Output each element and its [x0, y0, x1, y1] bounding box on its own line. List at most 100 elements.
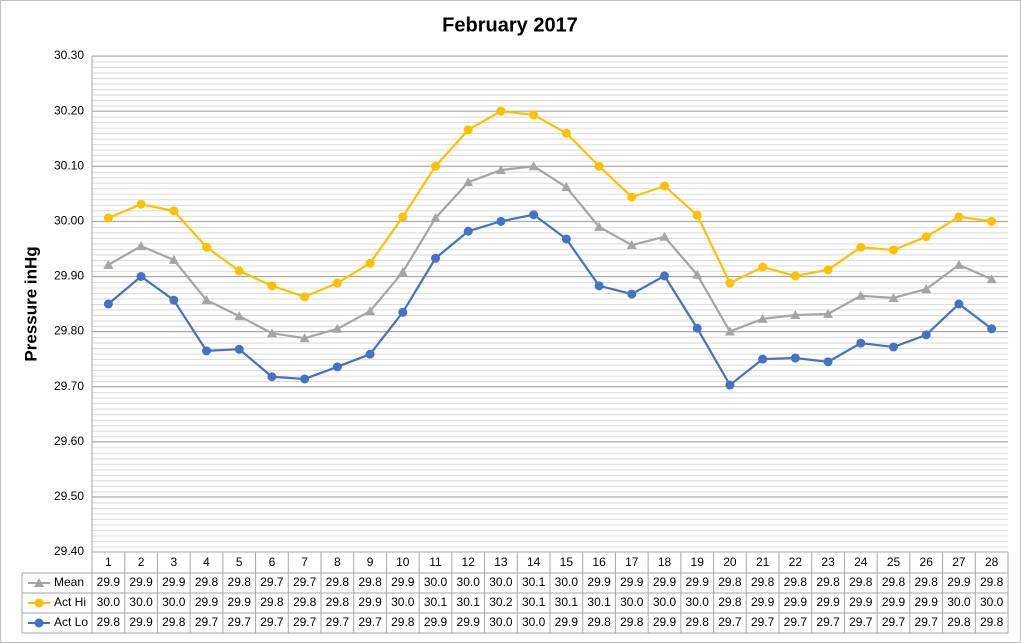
table-value: 29.7 [195, 615, 219, 629]
table-value: 29.9 [424, 615, 448, 629]
table-value: 29.7 [228, 615, 252, 629]
point [168, 254, 179, 264]
point [398, 307, 408, 317]
point [954, 299, 964, 309]
table-value: 30.0 [522, 615, 546, 629]
point [365, 306, 376, 316]
point [954, 212, 964, 222]
point [626, 240, 637, 250]
table-value: 29.8 [620, 615, 644, 629]
legend-label: Act Lo [54, 615, 88, 629]
table-value: 30.1 [522, 595, 546, 609]
point [856, 242, 866, 252]
x-tick-label: 11 [429, 555, 442, 569]
x-tick-label: 2 [138, 555, 145, 569]
legend-marker [34, 578, 44, 587]
table-value: 29.9 [162, 575, 186, 589]
table-value: 29.8 [358, 575, 382, 589]
point [660, 181, 669, 191]
x-tick-label: 7 [301, 555, 308, 569]
table-value: 30.0 [391, 595, 415, 609]
table-value: 29.7 [816, 615, 840, 629]
y-axis-label: Pressure inHg [21, 246, 40, 361]
point [201, 295, 212, 305]
table-value: 29.8 [97, 615, 121, 629]
y-tick-label: 29.50 [54, 489, 84, 503]
point [266, 328, 277, 338]
point [889, 342, 898, 352]
point [202, 346, 211, 356]
point [594, 161, 604, 171]
point [987, 324, 997, 334]
x-tick-label: 1 [105, 555, 112, 569]
table-value: 29.8 [816, 575, 840, 589]
legend-label: Act Hi [54, 595, 86, 609]
y-tick-label: 29.60 [54, 434, 84, 448]
table-value: 29.7 [718, 615, 742, 629]
y-tick-label: 30.20 [54, 103, 84, 117]
point [790, 353, 800, 363]
table-value: 29.9 [457, 615, 481, 629]
point [234, 266, 244, 276]
point [365, 258, 375, 268]
x-tick-label: 3 [170, 555, 177, 569]
point [136, 241, 147, 251]
point [823, 265, 833, 275]
y-tick-label: 30.30 [54, 48, 84, 62]
point [136, 199, 146, 209]
table-value: 29.9 [97, 575, 121, 589]
x-tick-label: 9 [367, 555, 374, 569]
table-value: 29.9 [915, 595, 939, 609]
point [136, 271, 146, 281]
point [855, 290, 866, 300]
point [300, 374, 310, 384]
table-value: 29.8 [293, 595, 317, 609]
table-value: 29.9 [129, 615, 153, 629]
point [692, 323, 702, 333]
point [103, 259, 114, 269]
point [202, 242, 211, 252]
x-tick-label: 28 [985, 555, 999, 569]
point [398, 212, 408, 222]
table-value: 29.8 [947, 615, 971, 629]
point [463, 177, 474, 187]
point [169, 295, 179, 305]
table-value: 29.8 [718, 575, 742, 589]
table-value: 29.7 [849, 615, 873, 629]
table-value: 29.9 [129, 575, 153, 589]
x-tick-label: 6 [269, 555, 276, 569]
point [758, 262, 768, 272]
table-value: 30.0 [129, 595, 153, 609]
table-value: 29.9 [195, 595, 219, 609]
x-tick-label: 4 [203, 555, 210, 569]
table-value: 29.8 [980, 615, 1004, 629]
point [463, 226, 473, 236]
point [627, 192, 637, 202]
x-tick-label: 27 [952, 555, 966, 569]
point [889, 245, 898, 255]
x-tick-label: 20 [723, 555, 737, 569]
x-tick-label: 15 [560, 555, 574, 569]
table-value: 30.1 [587, 595, 611, 609]
point [561, 182, 572, 192]
point [169, 206, 179, 216]
legend-marker [34, 598, 44, 608]
x-tick-label: 13 [494, 555, 508, 569]
table-value: 30.0 [555, 575, 579, 589]
point [594, 221, 605, 231]
table-value: 29.8 [751, 575, 775, 589]
series-line [107, 165, 993, 340]
table-value: 29.7 [293, 615, 317, 629]
point [365, 349, 375, 359]
table-value: 29.8 [162, 615, 186, 629]
x-tick-label: 26 [920, 555, 934, 569]
table-value: 29.8 [980, 575, 1004, 589]
table-value: 30.0 [97, 595, 121, 609]
point [987, 216, 997, 226]
x-tick-label: 8 [334, 555, 341, 569]
point [856, 338, 866, 348]
minor-grid [92, 56, 1008, 552]
point [823, 357, 833, 367]
table-value: 30.1 [424, 595, 448, 609]
point [234, 311, 245, 321]
